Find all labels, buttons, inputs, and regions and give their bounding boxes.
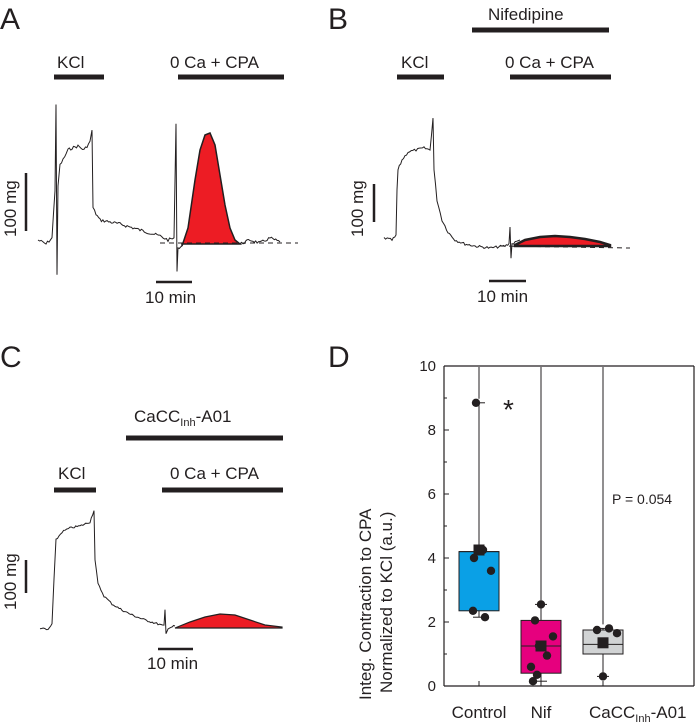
panel-c-trace (39, 510, 283, 634)
panel-d-ytick-label: 2 (428, 614, 436, 631)
panel-d-point-nif (530, 616, 540, 625)
panel-d-label: D (328, 341, 350, 374)
panel-d-point-nif (526, 662, 536, 671)
panel-c-label: C (0, 341, 22, 374)
panel-c-drug-label: CaCCInh-A01 (134, 407, 232, 429)
panel-d-p-value: P = 0.054 (612, 491, 672, 507)
panel-a-trace-tail (239, 236, 281, 245)
panel-a-trace (37, 104, 298, 275)
panel-a: A KCl 0 Ca + CPA 100 mg 10 min (0, 3, 298, 307)
panel-d-point-nif (536, 600, 546, 609)
panel-d-ytick-label: 4 (428, 550, 436, 567)
panel-d-mean-control (473, 544, 485, 556)
panel-c-kcl-label: KCl (58, 464, 85, 483)
panel-b-baseline (499, 245, 631, 249)
panel-c-scale-y-label: 100 mg (1, 553, 20, 610)
panel-b-cpa-response-fill (513, 234, 612, 248)
panel-b: B Nifedipine KCl 0 Ca + CPA 100 mg 10 mi… (328, 3, 631, 306)
panel-c-cpa-response-fill (174, 613, 283, 629)
panel-d-point-nif (542, 651, 552, 660)
panel-d-point-caccinh-a01 (612, 629, 622, 638)
panel-b-scale-x-label: 10 min (477, 287, 528, 306)
panel-d: D Integ. Contraction to CPA Normalized t… (328, 341, 695, 724)
panel-d-ytick-label: 10 (419, 358, 436, 375)
panel-d-point-caccinh-a01 (592, 625, 602, 635)
panel-a-label: A (0, 3, 20, 36)
panel-b-cpa-label: 0 Ca + CPA (505, 53, 595, 72)
panel-d-ylabel-line1: Integ. Contraction to CPA (356, 508, 375, 700)
panel-c-trace-line (39, 510, 176, 634)
panel-b-nifedipine-label: Nifedipine (488, 5, 564, 24)
panel-b-trace-line (383, 118, 521, 259)
panel-d-point-caccinh-a01 (598, 672, 608, 681)
panel-d-boxplot: 0 2 4 6 8 10 Control Nif (419, 358, 695, 722)
panel-d-xcat-control: Control (452, 703, 507, 722)
panel-a-cpa-label: 0 Ca + CPA (170, 53, 260, 72)
panel-d-significance-star: * (503, 394, 514, 425)
panel-d-point-nif (528, 677, 538, 686)
panel-b-trace (383, 118, 631, 259)
panel-d-point-control (471, 398, 481, 407)
panel-b-scale-y-label: 100 mg (348, 180, 367, 237)
panel-a-cpa-response-fill (181, 132, 243, 247)
panel-d-point-control (480, 613, 490, 622)
panel-d-xcat-caccinh-a01: CaCCInh-A01 (589, 703, 687, 724)
panel-d-point-control (469, 553, 479, 563)
panel-c-scale-x-label: 10 min (147, 654, 198, 673)
panel-d-ytick-label: 6 (428, 486, 436, 503)
panel-b-kcl-label: KCl (401, 53, 428, 72)
panel-d-mean-nif (535, 640, 547, 652)
panel-d-point-control (486, 566, 496, 575)
panel-c: C CaCCInh-A01 KCl 0 Ca + CPA 100 mg 10 m… (0, 341, 283, 673)
panel-d-box-control (458, 551, 500, 612)
panel-d-ytick-label: 8 (428, 422, 436, 439)
panel-d-point-control (468, 606, 478, 615)
panel-d-ylabel-line2: Normalized to KCl (a.u.) (377, 512, 396, 693)
panel-a-scale-x-label: 10 min (145, 288, 196, 307)
panel-a-kcl-label: KCl (57, 53, 84, 72)
panel-d-ytick-label: 0 (428, 678, 436, 695)
panel-d-xcat-nif: Nif (531, 703, 552, 722)
panel-c-cpa-label: 0 Ca + CPA (170, 464, 260, 483)
panel-d-point-nif (548, 632, 558, 641)
panel-d-point-nif (532, 670, 542, 679)
panel-d-mean-caccinh-a01 (597, 637, 609, 649)
panel-b-label: B (328, 3, 348, 36)
panel-d-point-caccinh-a01 (604, 624, 614, 633)
panel-a-trace-line (37, 104, 183, 275)
panel-a-scale-y-label: 100 mg (1, 180, 20, 237)
